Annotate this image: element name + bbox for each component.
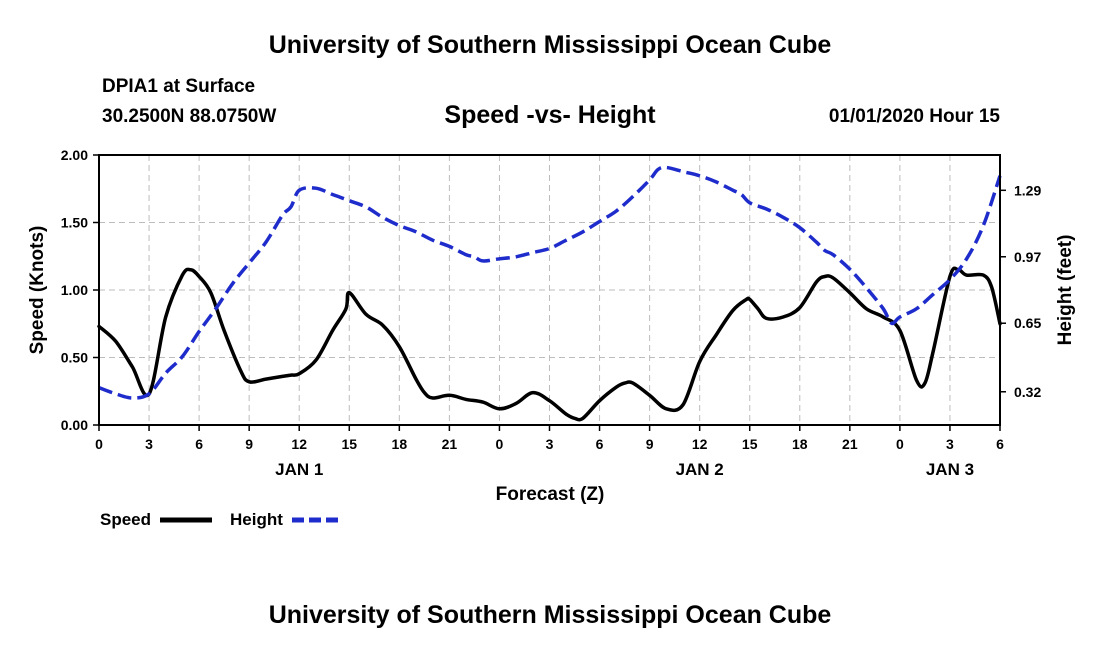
y-tick-label-left: 2.00 — [61, 147, 88, 163]
x-tick-label: 12 — [692, 436, 708, 452]
x-tick-label: 12 — [291, 436, 307, 452]
y-axis-label-left: Speed (Knots) — [27, 226, 48, 355]
y-tick-label-right: 0.32 — [1014, 384, 1041, 400]
x-tick-label: 9 — [646, 436, 654, 452]
y-tick-label-left: 1.00 — [61, 282, 88, 298]
x-tick-label: 15 — [341, 436, 357, 452]
series-height-line — [98, 165, 1002, 400]
chart-subtitle: Speed -vs- Height — [444, 101, 656, 129]
legend: Speed Height — [100, 510, 342, 529]
y-tick-label-right: 0.97 — [1014, 249, 1041, 265]
x-tick-label: 6 — [996, 436, 1004, 452]
x-tick-label: 15 — [742, 436, 758, 452]
station-name: DPIA1 at Surface — [102, 76, 256, 97]
series-speed-line — [97, 266, 1002, 422]
x-tick-label: 18 — [792, 436, 808, 452]
x-tick-label: 6 — [195, 436, 203, 452]
axis-ticks — [93, 154, 1006, 431]
y-tick-label-left: 0.00 — [61, 417, 88, 433]
x-tick-label: 3 — [145, 436, 153, 452]
x-tick-label: 6 — [596, 436, 604, 452]
forecast-datetime: 01/01/2020 Hour 15 — [828, 106, 1000, 127]
y-tick-label-right: 1.29 — [1014, 182, 1041, 198]
y-tick-label-right: 0.65 — [1014, 315, 1041, 331]
series-layer — [97, 165, 1002, 422]
legend-speed-label: Speed — [100, 510, 151, 529]
chart-title-top: University of Southern Mississippi Ocean… — [268, 31, 832, 59]
x-axis-label: Forecast (Z) — [496, 484, 605, 505]
station-coordinates: 30.2500N 88.0750W — [102, 106, 277, 127]
date-label: JAN 2 — [676, 460, 724, 479]
x-tick-label: 21 — [442, 436, 458, 452]
axis-labels: 0 3 6 9 12 15 18 21 0 3 6 9 12 15 18 21 0 3 6 JAN 1 JAN 2 JAN… — [61, 147, 1042, 479]
x-tick-label: 3 — [946, 436, 954, 452]
y-tick-label-left: 1.50 — [61, 215, 88, 231]
legend-height-label: Height — [230, 510, 283, 529]
y-axis-label-right: Height (feet) — [1055, 235, 1076, 346]
grid-lines — [99, 155, 1000, 425]
x-tick-label: 0 — [95, 436, 103, 452]
x-tick-label: 0 — [896, 436, 904, 452]
chart-title-bottom: University of Southern Mississippi Ocean… — [268, 601, 832, 629]
date-label: JAN 3 — [926, 460, 974, 479]
x-tick-label: 21 — [842, 436, 858, 452]
date-label: JAN 1 — [275, 460, 323, 479]
y-tick-label-left: 0.50 — [61, 350, 88, 366]
x-tick-label: 18 — [392, 436, 408, 452]
x-tick-label: 9 — [245, 436, 253, 452]
x-tick-label: 3 — [546, 436, 554, 452]
x-tick-label: 0 — [496, 436, 504, 452]
